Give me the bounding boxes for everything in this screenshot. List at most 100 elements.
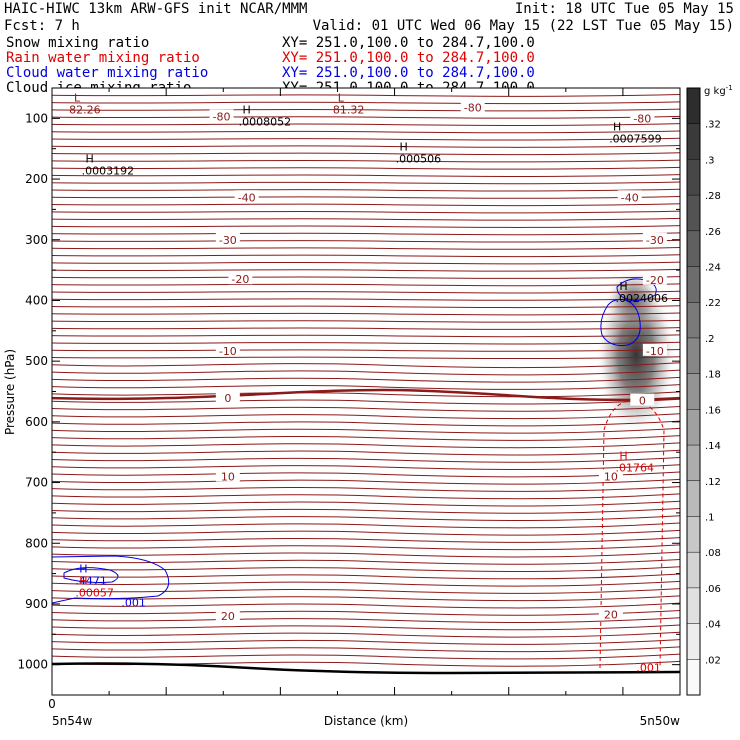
colorbar-segment <box>687 302 700 338</box>
isotherm-line <box>52 181 680 185</box>
y-tick-label: 700 <box>25 476 48 490</box>
isotherm-label-bg <box>642 232 667 245</box>
colorbar-tick-label: .3 <box>705 155 715 166</box>
extremum-value: .0024006 <box>615 292 668 305</box>
isotherm-line <box>52 203 680 207</box>
isotherm-label: 10 <box>221 470 235 483</box>
isotherm-line <box>52 305 680 309</box>
header-title: HAIC-HIWC 13km ARW-GFS init NCAR/MMM <box>4 1 307 17</box>
isotherm-line <box>52 239 680 243</box>
isotherm-line <box>52 522 680 529</box>
isotherm-label-bg <box>598 607 623 620</box>
isotherm-line <box>52 376 680 383</box>
isotherm-line <box>52 159 680 163</box>
isotherm-line <box>52 391 680 398</box>
x-axis-label: Distance (km) <box>324 714 408 728</box>
isotherm-label: -20 <box>231 273 249 286</box>
isotherm-line <box>52 566 680 573</box>
plot-area <box>52 88 680 695</box>
isotherm-label-bg <box>598 469 623 482</box>
isotherm-line <box>52 449 680 456</box>
extremum-marker: H <box>619 450 627 463</box>
isotherm-label-bg <box>642 272 667 285</box>
isotherm-line <box>52 486 680 492</box>
extremum-value: .01764 <box>615 462 654 475</box>
colorbar-segment <box>687 88 700 124</box>
colorbar: .02 .04 .06 .08 .1 .12 .14 .16 .18 .2 .22 .24 .26 .28… <box>686 87 721 696</box>
isotherm-line <box>52 362 680 369</box>
isotherm-line <box>52 356 680 360</box>
isotherm-label: 20 <box>221 610 235 623</box>
x-start-label: 5n54w <box>52 714 93 728</box>
isotherm-label: -30 <box>219 234 237 247</box>
isotherm-line <box>52 515 680 522</box>
cloud-water-contour-lower <box>52 555 170 604</box>
isotherm-line <box>52 529 680 536</box>
isotherm-line <box>52 137 680 141</box>
colorbar-tick-label: .16 <box>705 405 721 416</box>
extremum-marker: L <box>338 91 345 104</box>
isotherm-line <box>52 500 680 507</box>
isotherm-label-bg <box>234 190 259 203</box>
y-axis-label: Pressure (hPa) <box>3 349 17 435</box>
isotherm-label: 0 <box>639 395 646 408</box>
isotherm-line <box>52 580 680 587</box>
temperature-contours <box>52 94 680 667</box>
colorbar-tick-label: .32 <box>705 120 721 131</box>
extremum-value: .00057 <box>75 587 114 600</box>
colorbar-segment <box>687 230 700 267</box>
isotherm-line <box>52 152 680 156</box>
x-tick-label: 0 <box>48 697 56 711</box>
isotherm-line <box>52 115 680 119</box>
y-tick-label: 100 <box>25 111 48 125</box>
colorbar-segment <box>687 480 700 517</box>
extremum-value: .4471 <box>75 574 107 587</box>
isotherm-label-bg <box>215 343 240 356</box>
extremum-marker: H <box>613 121 621 134</box>
isotherm-line <box>52 174 680 177</box>
extremum-value: .0008052 <box>239 116 292 129</box>
extremum-value: .0003192 <box>82 165 134 178</box>
colorbar-segment <box>687 659 700 695</box>
colorbar-tick-label: .26 <box>705 227 721 238</box>
isotherm-line <box>52 507 680 514</box>
isotherm-line <box>52 544 680 551</box>
isotherm-line <box>52 232 680 236</box>
isotherm-label: -80 <box>633 112 651 125</box>
extremum-value: .000506 <box>396 153 442 166</box>
isotherm-label: -30 <box>646 234 664 247</box>
field-name: Rain water mixing ratio <box>6 50 200 66</box>
isotherm-label-bg <box>215 469 240 482</box>
extremum-marker: H <box>619 280 627 293</box>
isotherm-line <box>52 558 680 565</box>
isotherm-label: 20 <box>604 608 618 621</box>
isotherm-line <box>52 631 680 638</box>
colorbar-segment <box>687 516 700 553</box>
x-end-label: 5n50w <box>640 714 681 728</box>
isotherm-line <box>52 493 680 500</box>
isotherm-line <box>52 145 680 148</box>
colorbar-segment <box>687 623 700 660</box>
isotherm-line <box>52 420 680 427</box>
isotherm-zero-line <box>52 388 680 402</box>
isotherm-line <box>52 166 680 170</box>
isotherm-line <box>52 94 680 97</box>
isotherm-line <box>52 297 680 301</box>
cloud-water-contour-top <box>616 278 657 301</box>
isotherm-line <box>52 478 680 485</box>
extremum-marker: H <box>86 153 94 166</box>
colorbar-unit: g kg-1 <box>704 84 733 97</box>
colorbar-segment <box>687 587 700 624</box>
isotherm-line <box>52 398 680 405</box>
isotherm-line <box>52 268 680 272</box>
isotherm-label-bg <box>215 609 240 622</box>
field-name: Cloud water mixing ratio <box>6 65 208 81</box>
isotherm-line <box>52 108 680 112</box>
y-tick-label: 900 <box>25 597 48 611</box>
colorbar-tick-label: .06 <box>705 584 721 595</box>
x-axis: 0 <box>48 88 681 711</box>
colorbar-tick-label: .14 <box>705 441 721 452</box>
isotherm-label-bg <box>228 272 253 285</box>
